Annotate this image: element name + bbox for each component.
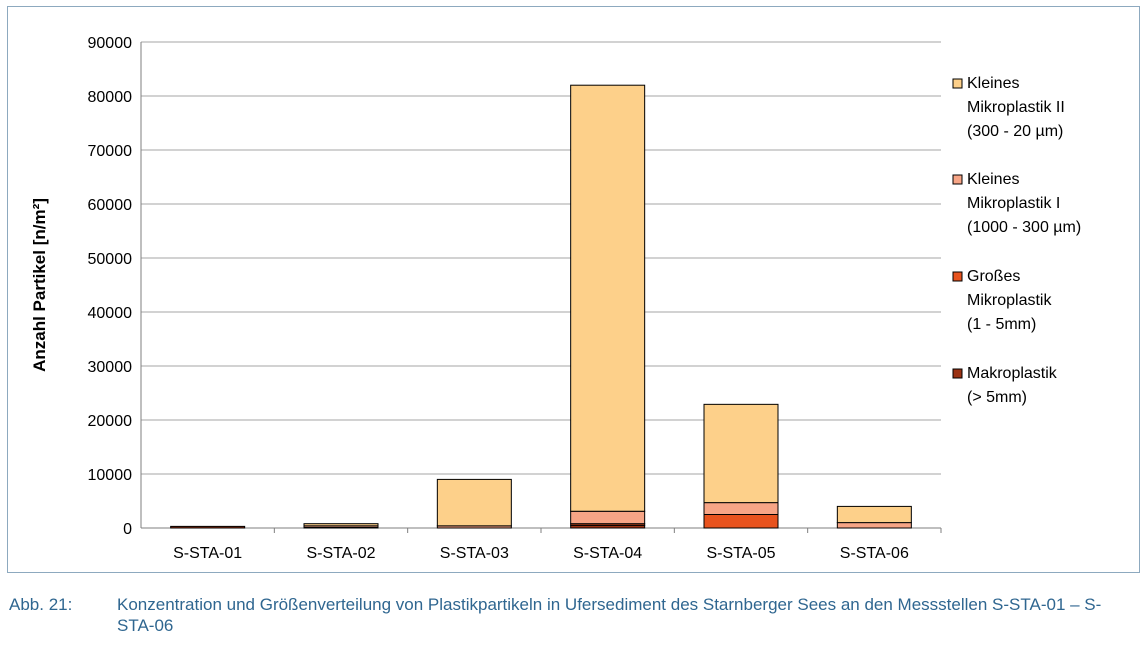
y-tick-label: 70000 [88,143,133,160]
bar-segment [570,84,646,512]
x-tick-label: S-STA-05 [706,545,775,562]
legend-label: Großes [967,268,1020,285]
bar-segment [836,522,912,529]
legend-swatch [952,78,963,89]
legend-label: (1 - 5mm) [967,316,1036,333]
bar-segment [303,523,379,527]
chart-frame: 0 10000 20000 30000 40000 50000 60000 70000 8000… [7,6,1140,573]
y-axis-label: Anzahl Partikel [n/m²] [30,198,49,372]
legend-label: (1000 - 300 µm) [967,219,1081,236]
legend-label: Mikroplastik II [967,99,1065,116]
caption-number: Abb. 21: [9,595,73,614]
bar-segment [703,502,779,515]
legend-swatch [952,271,963,282]
y-tick-label: 20000 [88,413,133,430]
legend-label: Kleines [967,171,1019,188]
bar-segment [170,525,246,529]
y-tick-label: 0 [123,521,132,538]
legend-label: Mikroplastik [967,292,1052,309]
legend-label: (300 - 20 µm) [967,123,1063,140]
legend-swatch [952,368,963,379]
caption-text: Konzentration und Größenverteilung von P… [117,595,1102,635]
legend-swatch [952,174,963,185]
x-tick-label: S-STA-06 [840,545,909,562]
y-tick-label: 90000 [88,35,133,52]
legend-label: Kleines [967,75,1019,92]
x-tick-label: S-STA-02 [306,545,375,562]
legend-label: (> 5mm) [967,389,1027,406]
y-tick-label: 80000 [88,89,133,106]
y-tick-label: 30000 [88,359,133,376]
stacked-bar-chart: 0 10000 20000 30000 40000 50000 60000 70000 8000… [30,35,1081,562]
legend-label: Mikroplastik I [967,195,1060,212]
bar-segment [703,403,779,504]
y-tick-label: 60000 [88,197,133,214]
x-tick-label: S-STA-01 [173,545,242,562]
bar-segment [436,478,512,527]
x-tick-label: S-STA-04 [573,545,642,562]
y-tick-label: 50000 [88,251,133,268]
legend-label: Makroplastik [967,365,1058,382]
bar-segment [703,514,779,529]
x-tick-label: S-STA-03 [440,545,509,562]
bar-segment [836,505,912,524]
y-tick-label: 40000 [88,305,133,322]
bar-segment [570,510,646,525]
y-tick-label: 10000 [88,467,133,484]
